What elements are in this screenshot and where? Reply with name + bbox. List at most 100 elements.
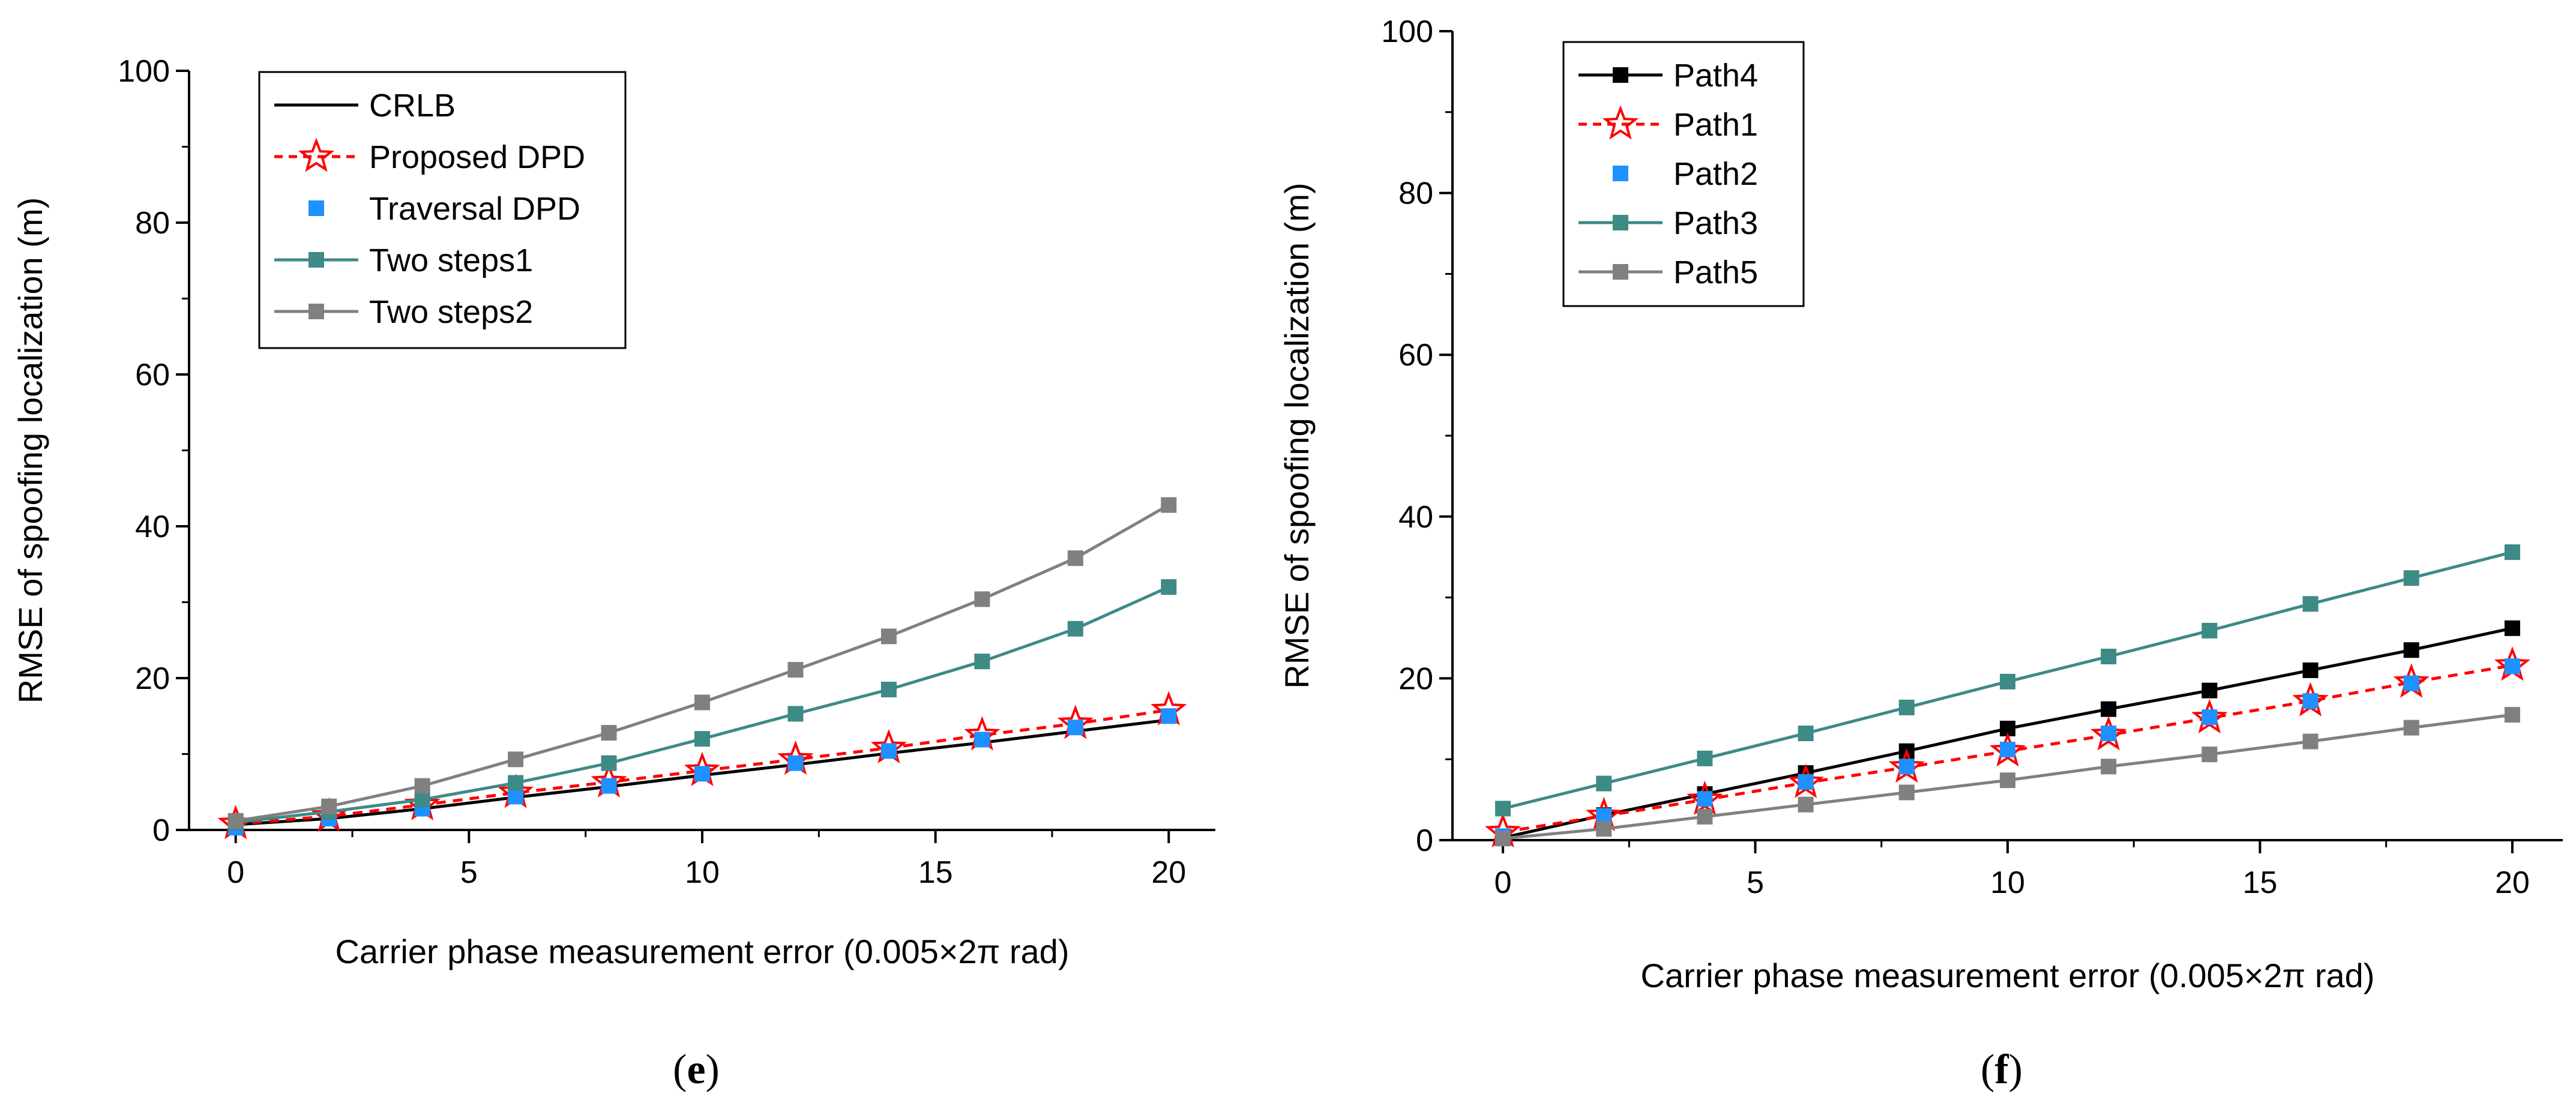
data-point [2302,693,2319,709]
panel-label-paren: ( [673,1047,687,1093]
legend-entry: Two steps1 [274,242,533,278]
data-point [880,628,897,645]
data-point [1798,726,1814,742]
y-axis-title: RMSE of spoofing localization (m) [11,197,49,703]
chart-panel-e: 0 20 40 60 80 100 0 5 10 15 20 RMSE of spoofing loc… [11,54,1215,1093]
series-path3 [1495,544,2520,817]
x-tick-label: 15 [918,855,953,890]
legend-entry: Path4 [1578,58,1758,94]
legend-marker [1613,166,1628,181]
panel-label: (f) [1981,1047,2023,1093]
y-tick-label: 0 [152,813,170,848]
data-point [508,751,524,768]
y-tick-label: 0 [1416,823,1433,858]
data-point [227,813,244,829]
panel-label-letter: f [1994,1047,2009,1093]
data-point [694,766,710,782]
legend-entry: Traversal DPD [308,191,580,227]
legend-entry: Proposed DPD [274,137,585,175]
y-tick-label: 100 [118,54,170,89]
panel-label-paren: ( [1981,1047,1994,1093]
data-point [1596,821,1612,837]
data-point [2302,733,2319,750]
panel-label-paren: ) [2009,1047,2023,1093]
data-point [2201,709,2218,726]
legend-marker [1613,264,1628,280]
data-point [2504,707,2520,723]
data-point [2504,620,2520,636]
data-point [1161,579,1177,595]
data-point [2000,742,2015,758]
panel-label-paren: ) [706,1047,720,1093]
x-tick-label: 0 [1494,865,1512,900]
legend-label: Two steps2 [369,294,533,330]
data-point [2403,570,2419,586]
x-tick-label: 5 [1747,865,1764,900]
data-point [787,662,804,678]
chart-panel-f: 0 20 40 60 80 100 0 5 10 15 20 RMSE of spoofing loc… [1278,14,2563,1093]
data-point [1798,796,1814,813]
data-point [1161,708,1177,724]
data-point [601,755,617,771]
data-point [2101,701,2117,717]
panel-label: (e) [673,1047,720,1093]
y-tick-label: 60 [135,358,170,392]
data-point [2403,720,2419,736]
legend-marker [308,200,324,216]
data-point [2201,747,2218,763]
y-tick-label: 60 [1398,338,1433,373]
data-point [787,706,804,722]
y-tick-label: 80 [1398,176,1433,211]
data-point [1067,621,1083,637]
data-point [1067,550,1083,567]
data-point [2403,642,2419,658]
legend-label: Path4 [1673,58,1758,94]
data-point [787,755,804,771]
y-tick-label: 100 [1381,14,1433,49]
legend-label: Proposed DPD [369,139,585,175]
x-tick-label: 5 [460,855,478,890]
legend-marker [1613,67,1628,83]
legend-label: Two steps1 [369,242,533,278]
data-point [2403,675,2419,691]
legend: Path4 Path1 Path2 Path3 Path5 [1562,41,1805,307]
legend-label: CRLB [369,88,456,124]
x-tick-label: 15 [2243,865,2278,900]
x-axis-title: Carrier phase measurement error (0.005×2… [1641,957,2375,994]
data-point [2101,759,2117,775]
legend-label: Path5 [1673,254,1758,290]
data-point [2101,726,2117,742]
series-two-steps2 [227,497,1177,829]
legend-marker [1613,215,1628,230]
legend-entry: Path3 [1578,205,1758,241]
legend-entry: CRLB [274,88,456,124]
legend-entry: Two steps2 [274,294,533,330]
legend-label: Traversal DPD [369,191,580,227]
y-tick-label: 40 [1398,500,1433,535]
panel-label-letter: e [687,1047,705,1093]
legend-marker [298,137,335,172]
data-point [1161,497,1177,513]
data-point [694,731,710,747]
data-point [508,775,524,791]
x-tick-label: 10 [685,855,720,890]
data-point [1067,720,1083,736]
data-point [601,725,617,741]
y-tick-label: 20 [1398,661,1433,696]
data-point [974,591,990,607]
x-tick-label: 20 [2495,865,2530,900]
data-point [508,789,524,805]
data-point [2504,544,2520,561]
x-tick-label: 0 [227,855,244,890]
data-point [1697,791,1713,807]
data-point [880,743,897,759]
y-tick-label: 80 [135,206,170,241]
data-point [2090,716,2127,751]
data-point [414,792,430,808]
data-point [2000,772,2015,789]
data-point [974,732,990,748]
legend-box [1562,41,1805,307]
data-point [694,694,710,711]
x-tick-label: 20 [1151,855,1186,890]
